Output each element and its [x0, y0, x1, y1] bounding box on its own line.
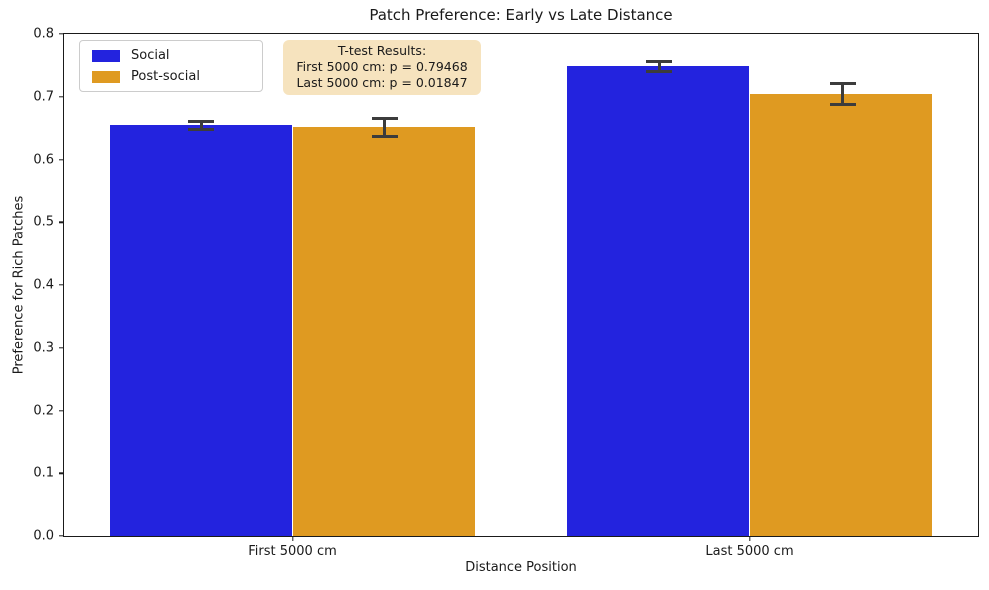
annotation-title: T-test Results:: [337, 43, 427, 58]
error-cap-bottom-post-social-last-5000-cm: [829, 103, 856, 107]
x-tick-label-last-5000-cm: Last 5000 cm: [705, 544, 794, 559]
y-tick-label-0.7: 0.7: [33, 89, 54, 105]
x-tick-mark-first-5000-cm: [291, 536, 294, 541]
legend-label-post-social: Post-social: [131, 69, 200, 84]
y-axis-label: Preference for Rich Patches: [11, 195, 27, 375]
y-tick-label-0.2: 0.2: [33, 403, 54, 418]
error-cap-bottom-social-first-5000-cm: [188, 127, 215, 131]
x-axis-label: Distance Position: [465, 560, 577, 575]
error-cap-top-post-social-last-5000-cm: [829, 81, 856, 85]
y-tick-label-0.3: 0.3: [33, 340, 54, 356]
legend: Social Post-social: [79, 40, 263, 92]
y-tick-mark-0.2: [59, 409, 64, 412]
legend-item-social: Social: [92, 48, 250, 63]
annotation-line-2: Last 5000 cm: p = 0.01847: [296, 75, 468, 91]
error-bar-social-last-5000-cm: [657, 61, 661, 72]
y-tick-mark-0: [59, 535, 64, 537]
error-bar-post-social-last-5000-cm: [841, 83, 845, 105]
bar-social-last-5000-cm: [566, 66, 750, 536]
y-tick-mark-0.8: [59, 33, 64, 35]
bar-social-first-5000-cm: [109, 125, 293, 536]
annotation-line-1: First 5000 cm: p = 0.79468: [296, 59, 468, 75]
legend-label-social: Social: [131, 48, 170, 63]
y-tick-label-0.1: 0.1: [33, 465, 54, 481]
y-tick-mark-0.1: [59, 472, 64, 474]
y-tick-label-0: 0.0: [33, 528, 54, 544]
y-tick-label-0.8: 0.8: [33, 26, 54, 42]
error-bar-post-social-first-5000-cm: [383, 118, 387, 137]
legend-item-post-social: Post-social: [92, 69, 250, 84]
legend-swatch-post-social: [92, 70, 120, 83]
error-cap-top-social-first-5000-cm: [188, 120, 215, 124]
bar-post-social-last-5000-cm: [749, 93, 933, 536]
x-tick-label-first-5000-cm: First 5000 cm: [248, 544, 337, 559]
error-cap-bottom-social-last-5000-cm: [646, 69, 673, 73]
y-tick-mark-0.7: [59, 96, 64, 98]
y-tick-mark-0.5: [59, 221, 64, 223]
bar-post-social-first-5000-cm: [292, 126, 476, 536]
y-tick-mark-0.3: [59, 347, 64, 349]
error-cap-bottom-post-social-first-5000-cm: [371, 134, 398, 138]
y-tick-label-0.6: 0.6: [33, 152, 54, 167]
chart-title: Patch Preference: Early vs Late Distance: [369, 6, 673, 24]
plot-area: 0.0 0.1 0.2 0.3 0.4 0.5 0.6 0.7 0.8 First 5000 cm…: [33, 27, 979, 559]
y-tick-label-0.5: 0.5: [33, 214, 54, 230]
error-bar-social-first-5000-cm: [199, 121, 203, 130]
legend-swatch-social: [92, 49, 120, 62]
annotation-box: T-test Results: First 5000 cm: p = 0.794…: [283, 40, 481, 95]
y-tick-mark-0.6: [59, 158, 64, 161]
x-tick-mark-last-5000-cm: [748, 536, 751, 541]
y-tick-label-0.4: 0.4: [33, 277, 54, 293]
y-tick-mark-0.4: [59, 284, 64, 286]
error-cap-top-post-social-first-5000-cm: [371, 116, 398, 120]
error-cap-top-social-last-5000-cm: [646, 59, 673, 63]
